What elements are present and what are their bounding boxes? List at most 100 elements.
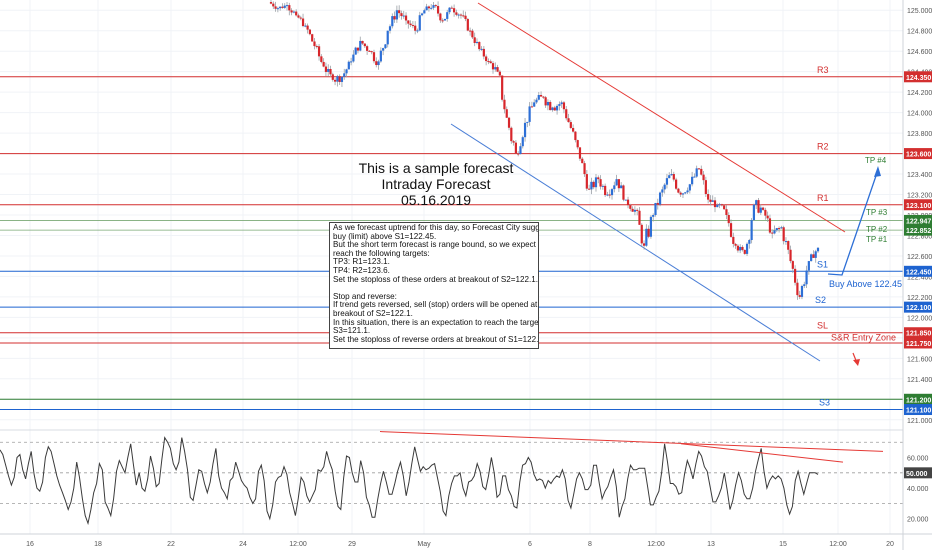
candle-up [448, 7, 451, 13]
candle-up [292, 11, 295, 13]
forecast-title-line: 05.16.2019 [400, 192, 472, 208]
candle-down [407, 20, 410, 24]
candle-up [519, 146, 522, 154]
price-badge [904, 337, 932, 349]
target-label: TP #2 [866, 225, 888, 234]
candle-down [272, 3, 275, 7]
candle-down [576, 140, 579, 148]
candle-up [446, 12, 449, 19]
note-line: S3=121.1. [333, 326, 371, 336]
level-name: S2 [815, 295, 826, 305]
candle-up [535, 99, 538, 103]
candle-up [816, 247, 820, 252]
note-line: TP3: R1=123.1. [333, 257, 390, 267]
candle-down [507, 117, 511, 128]
candle-down [677, 188, 680, 193]
candle-up [283, 5, 286, 8]
candle-down [709, 199, 712, 202]
candle-down [311, 34, 314, 42]
candle-up [533, 102, 536, 107]
candle-down [700, 168, 703, 175]
candle-up [388, 26, 392, 31]
candle-down [315, 46, 318, 48]
forecast-notes-box: As we forecast uptrend for this day, so … [329, 222, 539, 349]
candle-down [288, 5, 291, 11]
candle-down [306, 25, 309, 30]
candle-up [425, 6, 428, 11]
price-tick-label: 123.800 [907, 131, 932, 138]
candle-down [274, 6, 277, 9]
candle-up [526, 121, 529, 123]
arrow-head [853, 359, 860, 366]
candle-down [324, 66, 328, 72]
candle-down [642, 243, 646, 246]
candle-down [313, 41, 316, 47]
time-tick-label: 6 [528, 541, 532, 548]
candle-up [546, 101, 550, 106]
candle-down [400, 13, 403, 17]
note-line: buy (limit) above S1=122.45. [333, 231, 437, 241]
candle-up [681, 193, 685, 195]
candle-down [741, 246, 744, 250]
price-tick-label: 121.000 [907, 418, 932, 425]
candle-down [562, 102, 566, 110]
candle-up [620, 185, 623, 189]
candle-down [572, 127, 575, 132]
candle-down [434, 5, 437, 7]
time-tick-label: 13 [707, 541, 715, 548]
price-badge [904, 327, 932, 339]
candle-up [693, 176, 696, 178]
time-tick-label: May [417, 541, 431, 548]
price-badge [904, 214, 932, 226]
candle-down [469, 30, 472, 32]
candle-up [750, 220, 753, 241]
candle-up [558, 104, 561, 106]
candle-down [411, 25, 414, 27]
candle-down [549, 101, 552, 111]
candle-up [480, 48, 483, 50]
price-badge [904, 393, 932, 405]
candle-down [707, 194, 710, 200]
level-name: SL [817, 321, 828, 331]
candle-up [670, 174, 673, 176]
candle-up [613, 185, 616, 190]
candle-down [269, 2, 273, 4]
candle-down [510, 127, 513, 142]
price-badge [904, 265, 932, 277]
time-tick-label: 12:00 [829, 541, 847, 548]
candle-down [723, 205, 726, 210]
note-line: As we forecast uptrend for this day, so … [333, 223, 539, 232]
candle-up [420, 13, 424, 16]
candle-down [565, 109, 568, 119]
candle-down [320, 56, 323, 62]
time-tick-label: 12:00 [289, 541, 307, 548]
price-badge-label: 123.100 [906, 203, 931, 210]
candle-up [645, 228, 648, 246]
candle-down [734, 243, 737, 246]
candle-down [503, 99, 506, 110]
price-tick-label: 124.200 [907, 90, 932, 97]
candle-down [473, 37, 476, 43]
candle-down [459, 14, 463, 16]
oscillator-tick-label: 40.000 [907, 486, 929, 493]
price-badge-label: 121.100 [906, 408, 931, 415]
price-badge [904, 224, 932, 236]
candle-down [604, 185, 607, 196]
candle-up [684, 192, 687, 194]
candle-up [416, 30, 419, 32]
note-line: But the short term forecast is range bou… [333, 240, 539, 250]
annotation-label: S&R Entry Zone [831, 333, 896, 343]
time-tick-label: 29 [348, 541, 356, 548]
candle-up [773, 230, 776, 234]
candle-down [295, 11, 298, 16]
candle-up [601, 185, 604, 187]
candle-down [466, 19, 469, 31]
candle-down [441, 20, 444, 22]
candle-down [656, 202, 659, 205]
price-badge [904, 71, 932, 83]
candle-up [654, 202, 657, 215]
candle-down [704, 180, 707, 195]
candle-down [301, 18, 305, 27]
candle-down [798, 295, 801, 297]
candle-down [567, 118, 570, 123]
